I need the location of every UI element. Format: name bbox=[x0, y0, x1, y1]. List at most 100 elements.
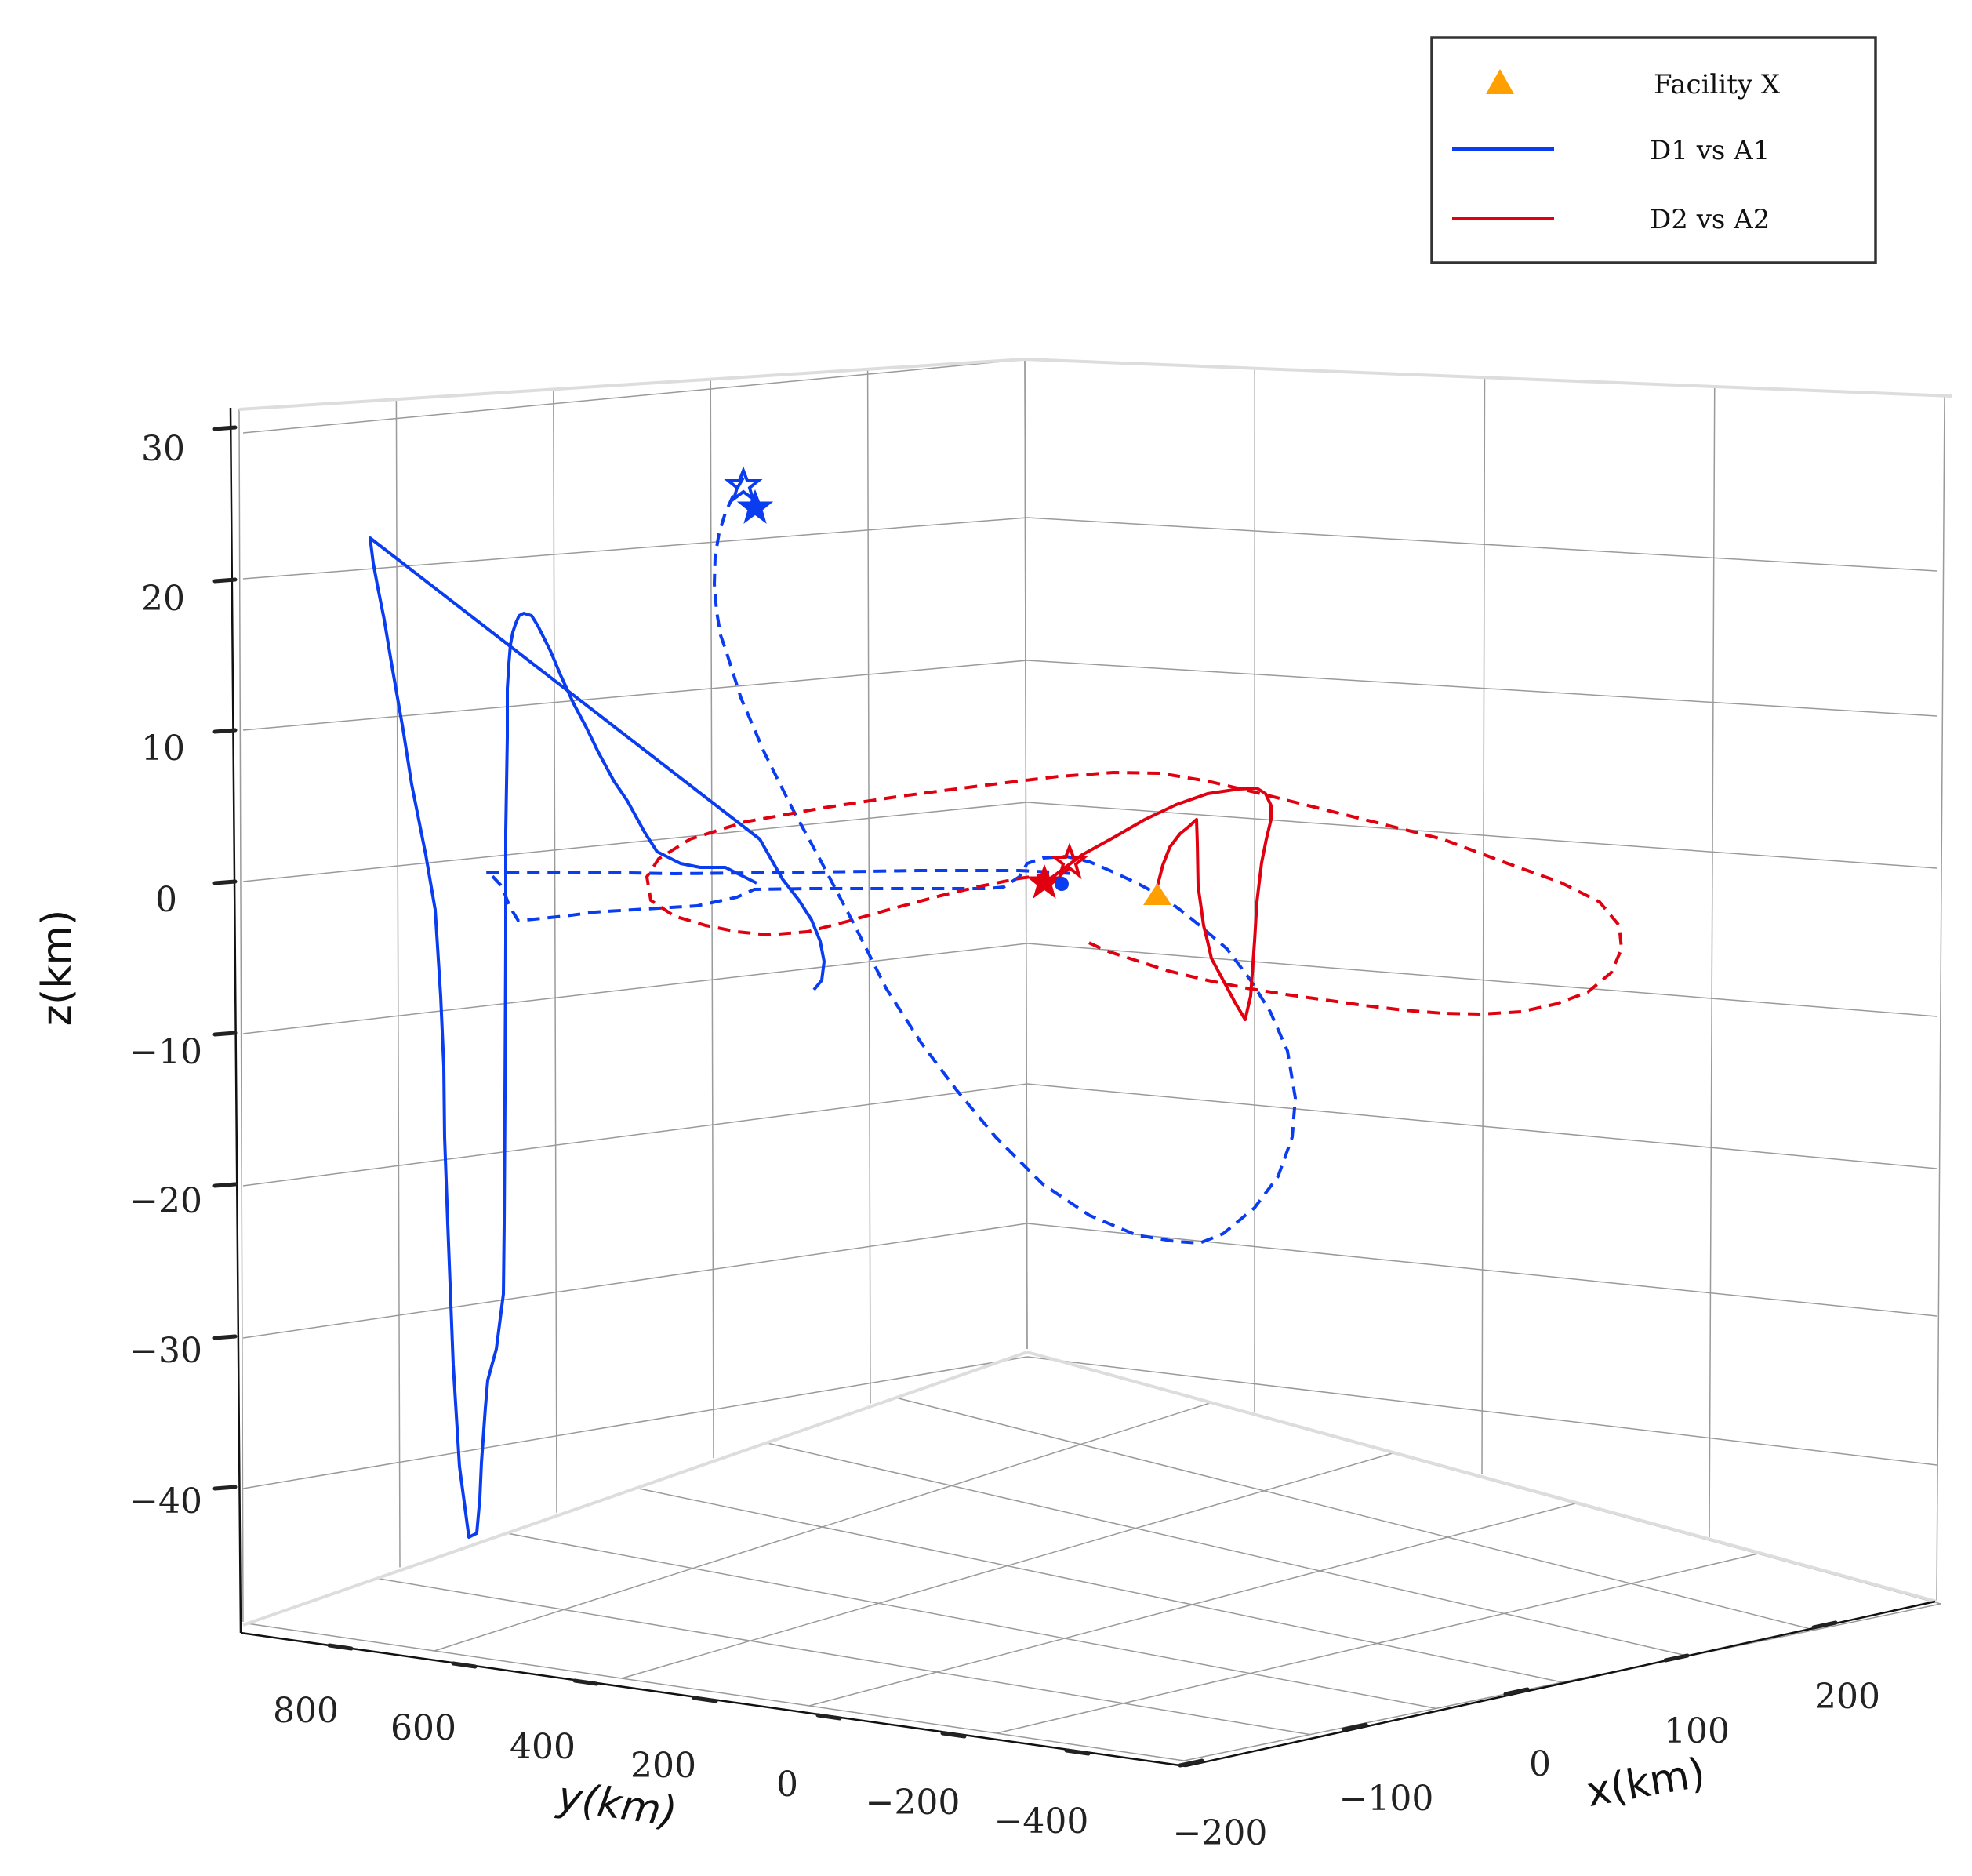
floor-grid bbox=[238, 358, 1953, 1761]
pane-edge-line bbox=[242, 1351, 1028, 1627]
x-tick bbox=[1503, 1687, 1530, 1696]
series-d1-vs-a1 bbox=[369, 477, 1298, 1539]
grid-line bbox=[1936, 395, 1945, 1601]
grid-line bbox=[395, 399, 401, 1568]
grid-line bbox=[434, 1402, 1211, 1652]
grid-line bbox=[767, 1442, 1689, 1657]
z-tick bbox=[212, 577, 238, 584]
grid-line bbox=[1481, 377, 1486, 1475]
grid-line bbox=[242, 1356, 1028, 1489]
pane-edge-line bbox=[238, 358, 1026, 411]
grid-line bbox=[376, 1577, 1310, 1736]
grid-line bbox=[1026, 1083, 1937, 1169]
d1-start-star-hollow bbox=[724, 466, 763, 504]
x-tick bbox=[1663, 1653, 1690, 1663]
grid-line bbox=[238, 409, 244, 1623]
y-tick-label: −200 bbox=[866, 1783, 961, 1823]
y-tick-label: 0 bbox=[776, 1765, 798, 1805]
y-tick-label: 200 bbox=[630, 1746, 696, 1786]
grid-line bbox=[866, 369, 871, 1404]
facility-x-marker bbox=[1143, 883, 1171, 905]
z-tick bbox=[212, 879, 238, 885]
z-tick bbox=[212, 1031, 238, 1037]
grid-line bbox=[896, 1397, 1815, 1631]
grid-line bbox=[621, 1452, 1393, 1679]
grid-line bbox=[808, 1503, 1576, 1707]
x-axis-label: x(km) bbox=[1583, 1750, 1709, 1817]
grid-line bbox=[1026, 943, 1937, 1017]
legend: Facility X D1 vs A1 D2 vs A2 bbox=[1430, 36, 1877, 264]
z-tick-label: −20 bbox=[129, 1181, 202, 1221]
d2-solid-path bbox=[1046, 787, 1273, 1021]
y-tick bbox=[940, 1731, 967, 1739]
z-tick-label: 0 bbox=[155, 880, 177, 920]
z-tick bbox=[212, 425, 238, 431]
grid-line bbox=[246, 1623, 1185, 1761]
axes bbox=[212, 407, 1936, 1768]
z-tick-label: 10 bbox=[141, 729, 185, 769]
z-tick bbox=[212, 1485, 238, 1491]
x-tick bbox=[1178, 1758, 1204, 1768]
grid-line bbox=[1026, 802, 1937, 869]
grid-line bbox=[1183, 1603, 1941, 1761]
right-wall-grid bbox=[1024, 358, 1945, 1601]
grid-line bbox=[242, 660, 1028, 731]
z-tick-label: −30 bbox=[129, 1331, 202, 1371]
y-tick-label: 800 bbox=[273, 1691, 339, 1731]
z-tick bbox=[212, 1182, 238, 1188]
legend-label: D2 vs A2 bbox=[1650, 204, 1770, 235]
legend-label: D1 vs A1 bbox=[1650, 135, 1770, 166]
y-tick-labels: 800 600 400 200 0 −200 −400 bbox=[273, 1691, 1088, 1841]
y-tick-label: −400 bbox=[994, 1801, 1089, 1841]
x-tick-label: 0 bbox=[1529, 1744, 1551, 1784]
grid-line bbox=[242, 1223, 1028, 1339]
d2-start-star-hollow bbox=[1050, 842, 1089, 880]
z-tick-label: 30 bbox=[141, 429, 185, 469]
grid-line bbox=[507, 1532, 1436, 1710]
x-axis-line bbox=[1185, 1600, 1936, 1768]
legend-triangle-icon bbox=[1486, 69, 1514, 94]
y-tick-label: 400 bbox=[510, 1727, 576, 1767]
z-tick bbox=[212, 1334, 238, 1340]
series-d2-vs-a2 bbox=[645, 770, 1624, 1021]
pane-edge-line bbox=[1024, 358, 1953, 398]
d1-solid-path bbox=[369, 536, 826, 1539]
z-tick-label: 20 bbox=[141, 579, 185, 619]
grid-line bbox=[637, 1487, 1563, 1683]
z-axis-label: z(km) bbox=[34, 910, 81, 1027]
grid-line bbox=[1026, 1356, 1937, 1466]
z-tick-labels: 30 20 10 0 −10 −20 −30 −40 bbox=[129, 429, 202, 1522]
pane-edge-line bbox=[1026, 1351, 1937, 1603]
d1-start-star-filled bbox=[736, 489, 774, 524]
grid-line bbox=[553, 389, 557, 1513]
x-tick bbox=[1342, 1722, 1368, 1732]
grid-line bbox=[710, 379, 714, 1459]
grid-line bbox=[242, 943, 1028, 1034]
x-tick-label: −100 bbox=[1339, 1779, 1434, 1819]
d1-end-point bbox=[1055, 877, 1069, 891]
z-tick bbox=[212, 728, 238, 734]
y-tick-label: 600 bbox=[390, 1708, 456, 1748]
x-tick-label: −200 bbox=[1173, 1813, 1268, 1853]
grid-line bbox=[242, 358, 1028, 434]
legend-label: Facility X bbox=[1654, 69, 1781, 100]
d1-dashed-path bbox=[485, 477, 1298, 1245]
x-tick-label: 200 bbox=[1814, 1677, 1880, 1717]
y-tick bbox=[815, 1713, 842, 1721]
y-tick bbox=[572, 1678, 599, 1686]
y-tick bbox=[692, 1696, 718, 1703]
z-axis-line bbox=[229, 407, 242, 1634]
d2-dashed-path bbox=[645, 770, 1624, 1016]
grid-line bbox=[996, 1553, 1759, 1734]
grid-line bbox=[1026, 1223, 1937, 1317]
z-tick-label: −40 bbox=[129, 1482, 202, 1522]
grid-line bbox=[1026, 517, 1937, 572]
grid-line bbox=[1026, 660, 1937, 717]
y-tick bbox=[327, 1643, 354, 1651]
grid-line bbox=[1709, 387, 1716, 1538]
x-tick-label: 100 bbox=[1664, 1711, 1730, 1751]
z-tick-label: −10 bbox=[129, 1032, 202, 1072]
x-tick-labels: −200 −100 0 100 200 bbox=[1173, 1677, 1880, 1853]
y-tick bbox=[1064, 1748, 1091, 1756]
grid-line bbox=[1024, 358, 1028, 1350]
